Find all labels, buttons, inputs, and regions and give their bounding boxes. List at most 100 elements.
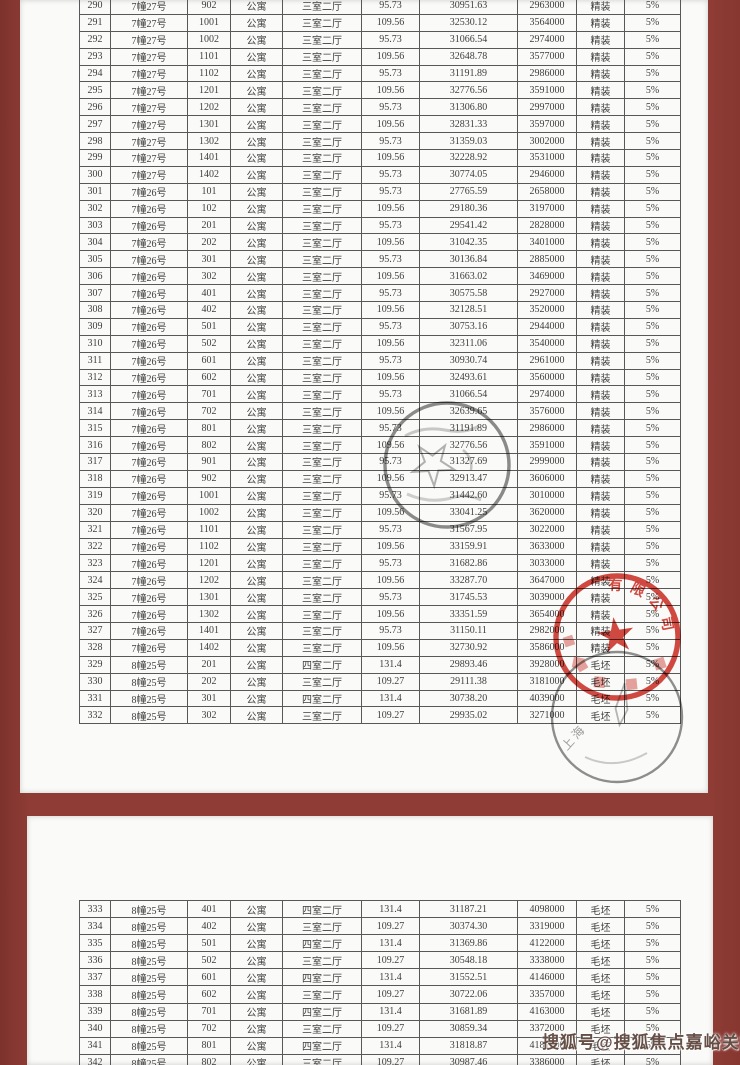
table-row: 328 7幢26号 1402 公寓 三室二厅 109.56 32730.92 3586000 精…: [79, 638, 681, 657]
table-cell: 293: [79, 47, 111, 66]
table-cell: 30738.20: [419, 689, 518, 708]
table-cell: 33041.25: [419, 503, 518, 522]
table-cell: 7幢26号: [110, 250, 188, 269]
table-cell: 501: [187, 317, 231, 336]
table-cell: 3560000: [517, 368, 577, 387]
table-cell: 5%: [624, 402, 681, 421]
table-cell: 332: [79, 706, 111, 725]
table-row: 326 7幢26号 1302 公寓 三室二厅 109.56 33351.59 3654000 精…: [79, 605, 681, 623]
table-cell: 334: [79, 917, 111, 936]
table-cell: 301: [79, 182, 111, 201]
table-cell: 29541.42: [419, 216, 518, 235]
table-row: 298 7幢27号 1302 公寓 三室二厅 95.73 31359.03 3002000 精装…: [79, 132, 681, 151]
table-row: 307 7幢26号 401 公寓 三室二厅 95.73 30575.58 2927000 精装 5…: [79, 284, 681, 303]
table-row: 293 7幢27号 1101 公寓 三室二厅 109.56 32648.78 3577000 精…: [79, 47, 681, 66]
table-cell: 公寓: [230, 1053, 283, 1065]
table-cell: 7幢26号: [110, 638, 188, 657]
table-cell: 95.73: [361, 216, 420, 235]
table-cell: 32530.12: [419, 13, 518, 32]
table-row: 331 8幢25号 301 公寓 四室二厅 131.4 30738.20 4039000 毛坯 5…: [79, 689, 681, 708]
table-cell: 301: [187, 250, 231, 269]
document-page-1: 290 7幢27号 902 公寓 三室二厅 95.73 30951.63 2963000 精装 5…: [20, 0, 708, 793]
table-cell: 32831.33: [419, 115, 518, 134]
table-cell: 4122000: [517, 934, 577, 953]
table-cell: 精装: [576, 436, 625, 455]
table-cell: 三室二厅: [282, 216, 362, 235]
table-cell: 三室二厅: [282, 1053, 362, 1065]
table-cell: 5%: [624, 588, 681, 607]
table-cell: 312: [79, 368, 111, 387]
table-cell: 5%: [624, 334, 681, 353]
table-cell: 公寓: [230, 47, 283, 66]
table-cell: 701: [187, 1002, 231, 1021]
table-cell: 3010000: [517, 486, 577, 505]
table-cell: 公寓: [230, 706, 283, 725]
table-cell: 精装: [576, 233, 625, 252]
table-cell: 三室二厅: [282, 115, 362, 134]
table-cell: 三室二厅: [282, 368, 362, 387]
table-cell: 四室二厅: [282, 1002, 362, 1021]
table-cell: 2997000: [517, 98, 577, 117]
table-cell: 95.73: [361, 385, 420, 404]
table-cell: 精装: [576, 334, 625, 353]
table-cell: 3197000: [517, 199, 577, 218]
table-cell: 32776.56: [419, 81, 518, 100]
table-cell: 公寓: [230, 30, 283, 49]
table-row: 330 8幢25号 202 公寓 三室二厅 109.27 29111.38 3181000 毛坯…: [79, 672, 681, 691]
table-cell: 毛坯: [576, 1002, 625, 1021]
table-cell: 毛坯: [576, 985, 625, 1004]
table-cell: 501: [187, 934, 231, 953]
table-cell: 32228.92: [419, 149, 518, 167]
table-cell: 5%: [624, 199, 681, 218]
table-cell: 32913.47: [419, 469, 518, 488]
table-cell: 295: [79, 81, 111, 100]
table-cell: 三室二厅: [282, 588, 362, 607]
table-cell: 三室二厅: [282, 621, 362, 640]
table-cell: 5%: [624, 968, 681, 987]
table-cell: 8幢25号: [110, 1036, 188, 1055]
table-cell: 5%: [624, 1002, 681, 1021]
table-cell: 三室二厅: [282, 351, 362, 370]
table-cell: 702: [187, 1019, 231, 1038]
table-cell: 8幢25号: [110, 985, 188, 1004]
table-cell: 毛坯: [576, 706, 625, 725]
table-cell: 31681.89: [419, 1002, 518, 1021]
table-cell: 三室二厅: [282, 706, 362, 725]
table-cell: 95.73: [361, 453, 420, 471]
table-cell: 2828000: [517, 216, 577, 235]
table-row: 342 8幢25号 802 公寓 三室二厅 109.27 30987.46 3386000 毛坯…: [79, 1053, 681, 1065]
table-cell: 299: [79, 149, 111, 167]
table-cell: 109.27: [361, 672, 420, 691]
table-cell: 30753.16: [419, 317, 518, 336]
table-cell: 33159.91: [419, 537, 518, 556]
table-cell: 5%: [624, 934, 681, 953]
table-cell: 3591000: [517, 436, 577, 455]
table-cell: 31150.11: [419, 621, 518, 640]
table-cell: 31187.21: [419, 899, 518, 919]
table-cell: 精装: [576, 132, 625, 151]
table-cell: 3271000: [517, 706, 577, 725]
table-cell: 294: [79, 64, 111, 83]
table-cell: 三室二厅: [282, 165, 362, 184]
table-row: 324 7幢26号 1202 公寓 三室二厅 109.56 33287.70 3647000 精…: [79, 571, 681, 590]
table-cell: 精装: [576, 30, 625, 49]
table-cell: 32639.65: [419, 402, 518, 421]
table-cell: 323: [79, 554, 111, 573]
table-cell: 131.4: [361, 1036, 420, 1055]
table-cell: 7幢26号: [110, 317, 188, 336]
table-cell: 5%: [624, 64, 681, 83]
table-cell: 31306.80: [419, 98, 518, 117]
table-cell: 精装: [576, 402, 625, 421]
table-cell: 公寓: [230, 689, 283, 708]
table-row: 309 7幢26号 501 公寓 三室二厅 95.73 30753.16 2944000 精装 5…: [79, 317, 681, 336]
table-row: 332 8幢25号 302 公寓 三室二厅 109.27 29935.02 3271000 毛坯…: [79, 706, 681, 725]
table-cell: 109.56: [361, 503, 420, 522]
table-cell: 3606000: [517, 469, 577, 488]
table-cell: 30774.05: [419, 165, 518, 184]
table-cell: 109.27: [361, 951, 420, 970]
table-cell: 292: [79, 30, 111, 49]
price-table-body: 333 8幢25号 401 公寓 四室二厅 131.4 31187.21 4098000 毛坯 5…: [79, 899, 681, 1065]
table-row: 291 7幢27号 1001 公寓 三室二厅 109.56 32530.12 3564000 精…: [79, 13, 681, 32]
table-row: 304 7幢26号 202 公寓 三室二厅 109.56 31042.35 3401000 精装…: [79, 233, 681, 252]
